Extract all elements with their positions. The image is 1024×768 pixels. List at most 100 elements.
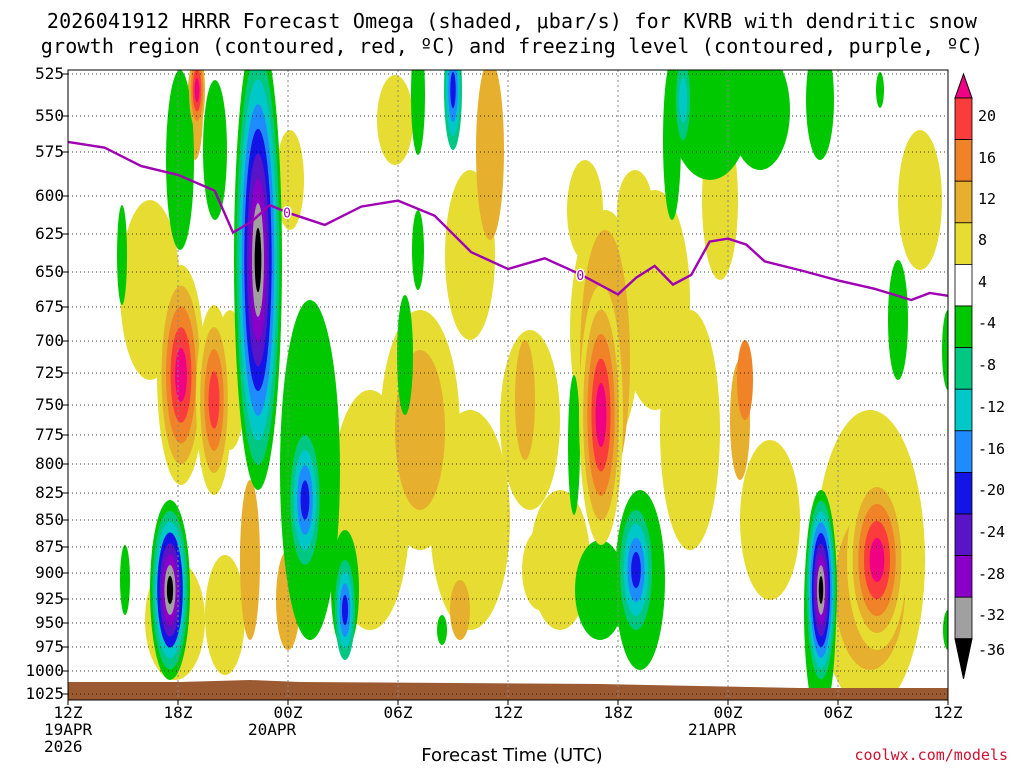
descent-top-18z <box>189 70 205 130</box>
descent-max-08z <box>847 470 907 650</box>
ascent-region-14 <box>730 70 790 170</box>
ascent-core-18z-layer-7 <box>166 575 174 605</box>
descent-region-23 <box>567 160 603 260</box>
colorbar-swatch-11 <box>954 513 973 556</box>
ascent-core-22z <box>676 70 690 140</box>
descent-region-24 <box>617 170 653 250</box>
colorbar-swatch-6 <box>954 305 973 348</box>
x-tick-label-6: 00Z <box>713 703 743 722</box>
credit-link[interactable]: coolwx.com/models <box>854 746 1008 764</box>
date-label-2-0: 21APR <box>688 720 737 739</box>
x-axis-title: Forecast Time (UTC) <box>421 745 603 766</box>
x-tick-label-4: 12Z <box>493 703 523 722</box>
colorbar-swatch-7 <box>954 347 973 390</box>
ascent-core-09z <box>444 70 462 150</box>
chart-title-line-2: growth region (contoured, red, ºC) and f… <box>40 34 984 58</box>
ascent-core-09z-layer-3 <box>450 71 456 109</box>
colorbar-label-1: 16 <box>978 149 997 167</box>
ascent-core-05z <box>805 490 837 690</box>
ascent-core-00z-layer-4 <box>300 480 310 520</box>
colorbar <box>954 72 973 679</box>
descent-region-20 <box>276 130 304 230</box>
axis-ticks <box>62 73 949 705</box>
descent-max-19z <box>196 305 232 495</box>
descent-region-6 <box>430 410 510 630</box>
colorbar-swatch-5 <box>954 263 973 307</box>
descent-region-8 <box>377 75 413 165</box>
colorbar-label-0: 20 <box>978 107 997 125</box>
plot-area <box>68 70 948 700</box>
descent-core-3 <box>515 340 535 460</box>
colorbar-bottom-arrow <box>954 638 973 679</box>
strong-ascent-column <box>234 70 282 490</box>
ascent-core-18z <box>150 500 190 680</box>
descent-max-17z-layer-4 <box>175 348 187 402</box>
strong-ascent-column-layer-8 <box>254 227 262 293</box>
y-tick-label-950: 950 <box>35 613 64 632</box>
x-tick-label-0: 12Z <box>53 703 83 722</box>
freezing-level-label-0: 0 <box>283 207 291 222</box>
colorbar-label-2: 12 <box>978 190 997 208</box>
colorbar-label-9: -20 <box>978 481 1006 499</box>
colorbar-swatch-1 <box>954 97 973 140</box>
colorbar-swatch-3 <box>954 180 973 224</box>
y-tick-label-725: 725 <box>35 363 64 382</box>
descent-region-25 <box>522 530 558 610</box>
y-tick-label-550: 550 <box>35 106 64 125</box>
colorbar-label-8: -16 <box>978 440 1006 458</box>
ascent-core-05z-layer-8 <box>818 576 824 604</box>
descent-core-2 <box>450 580 470 640</box>
ascent-region-6 <box>397 295 413 415</box>
descent-core-0 <box>476 70 504 240</box>
ascent-region-17 <box>888 260 908 380</box>
date-label-1-0: 20APR <box>248 720 297 739</box>
y-tick-label-650: 650 <box>35 262 64 281</box>
colorbar-label-10: -24 <box>978 523 1006 541</box>
ascent-core-03z <box>335 560 355 660</box>
descent-max-08z-layer-4 <box>869 537 885 583</box>
date-label-0-0: 19APR <box>44 720 93 739</box>
y-tick-label-600: 600 <box>35 186 64 205</box>
chart-title-line-1: 2026041912 HRRR Forecast Omega (shaded, … <box>46 9 978 33</box>
descent-region-22 <box>205 555 245 675</box>
colorbar-label-3: 8 <box>978 231 988 249</box>
y-tick-label-925: 925 <box>35 589 64 608</box>
y-tick-label-575: 575 <box>35 142 64 161</box>
x-tick-label-5: 18Z <box>603 703 633 722</box>
y-tick-label-900: 900 <box>35 563 64 582</box>
y-tick-label-750: 750 <box>35 395 64 414</box>
y-tick-label-1025: 1025 <box>25 684 64 703</box>
colorbar-swatch-10 <box>954 471 973 515</box>
x-tick-label-3: 06Z <box>383 703 413 722</box>
colorbar-label-12: -32 <box>978 606 1006 624</box>
colorbar-swatch-4 <box>954 222 973 265</box>
descent-max-19z-layer-3 <box>208 371 220 429</box>
ascent-region-7 <box>411 70 425 155</box>
descent-region-18 <box>898 130 942 270</box>
descent-core-7 <box>240 480 260 640</box>
freezing-level-label-1: 0 <box>576 269 584 284</box>
descent-max-16z <box>579 285 623 545</box>
y-tick-label-625: 625 <box>35 224 64 243</box>
x-tick-label-7: 06Z <box>823 703 853 722</box>
ascent-core-00z <box>287 420 323 580</box>
date-label-0-1: 2026 <box>44 737 83 756</box>
descent-top-18z-layer-3 <box>194 77 200 103</box>
freezing-level-contour: 00 <box>67 140 949 302</box>
colorbar-label-4: 4 <box>978 273 988 291</box>
colorbar-label-13: -36 <box>978 641 1006 659</box>
freezing-level-line <box>67 140 949 302</box>
y-tick-label-975: 975 <box>35 637 64 656</box>
ascent-region-16 <box>806 70 834 160</box>
y-tick-label-800: 800 <box>35 454 64 473</box>
y-tick-label-825: 825 <box>35 483 64 502</box>
y-tick-label-525: 525 <box>35 64 64 83</box>
ascent-region-18 <box>942 310 948 390</box>
colorbar-swatch-8 <box>954 388 973 432</box>
y-tick-label-775: 775 <box>35 425 64 444</box>
descent-region-15 <box>740 440 800 600</box>
colorbar-swatch-12 <box>954 555 973 598</box>
descent-region-13 <box>660 310 720 550</box>
y-tick-label-850: 850 <box>35 510 64 529</box>
